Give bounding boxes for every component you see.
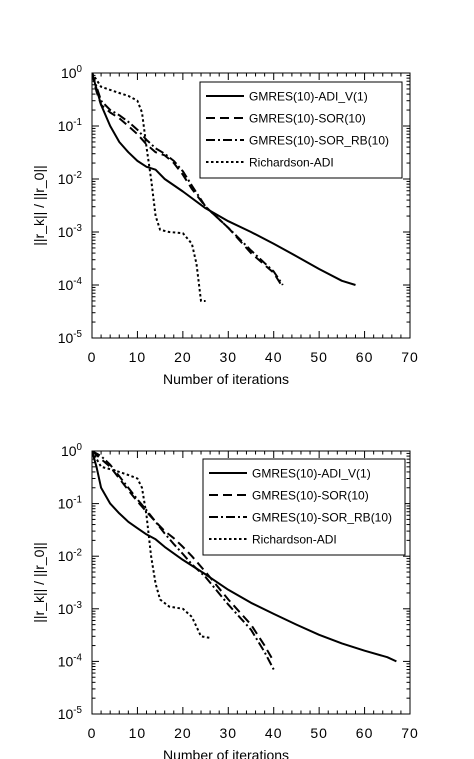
y-axis-label: ||r_k|| / ||r_0||: [31, 165, 47, 245]
legend-box: [202, 458, 406, 556]
y-tick-label: 10-2: [58, 547, 82, 564]
y-axis-label-text: ||r_k|| / ||r_0||: [31, 542, 47, 622]
legend-box: [199, 81, 403, 179]
series-line-3: [92, 73, 284, 286]
x-tick-label: 10: [129, 725, 147, 741]
x-axis-label: Number of iterations: [163, 371, 289, 387]
x-tick-label: 0: [88, 725, 97, 741]
y-axis-label: ||r_k|| / ||r_0||: [31, 542, 47, 622]
y-tick-label: 10-4: [58, 276, 83, 293]
plot-frame: [91, 450, 411, 715]
legend-label-3: GMRES(10)-SOR_RB(10): [252, 511, 392, 525]
plot-frame: [91, 72, 411, 339]
y-tick-label: 10-1: [58, 117, 82, 134]
legend-label-2: GMRES(10)-SOR(10): [252, 489, 369, 503]
legend-label-2: GMRES(10)-SOR(10): [249, 112, 366, 126]
legend-label-1: GMRES(10)-ADI_V(1): [252, 467, 371, 481]
legend-label-1: GMRES(10)-ADI_V(1): [249, 90, 368, 104]
series-line-2: [92, 451, 275, 662]
y-tick-label: 10-3: [58, 223, 83, 240]
y-tick-label: 10-2: [58, 170, 82, 187]
legend: GMRES(10)-ADI_V(1) GMRES(10)-SOR(10) GMRES…: [199, 81, 403, 179]
y-tick-label: 10-5: [58, 329, 83, 346]
x-tick-label: 70: [401, 725, 419, 741]
x-tick-label: 20: [174, 725, 192, 741]
x-tick-label: 30: [219, 725, 237, 741]
series-line-4: [92, 73, 206, 302]
legend-label-4: Richardson-ADI: [249, 156, 334, 170]
chart-panel-2: 0 10 20 30 40 50 60 70 100 10-1 10-2 10-3 10-4 10-5 Nu…: [31, 442, 419, 759]
x-tick-label: 20: [174, 349, 192, 365]
x-tick-label: 70: [401, 349, 419, 365]
y-axis-label-text: ||r_k|| / ||r_0||: [31, 165, 47, 245]
series-line-4: [92, 451, 211, 639]
y-tick-label: 10-3: [58, 600, 83, 617]
legend: GMRES(10)-ADI_V(1) GMRES(10)-SOR(10) GMRES…: [202, 458, 406, 556]
x-tick-label: 30: [219, 349, 237, 365]
legend-label-3: GMRES(10)-SOR_RB(10): [249, 134, 389, 148]
chart-panel-1: 0 10 20 30 40 50 60 70 100 10-1 10-2 10-3 10-4 10-5 Nu…: [31, 64, 419, 387]
x-tick-label: 50: [310, 349, 328, 365]
x-tick-label: 60: [356, 349, 374, 365]
y-tick-label: 10-4: [58, 653, 83, 670]
x-tick-label: 0: [88, 349, 97, 365]
x-tick-label: 60: [356, 725, 374, 741]
series-line-1: [92, 73, 356, 286]
y-tick-label: 100: [61, 442, 83, 459]
y-tick-label: 10-5: [58, 705, 83, 722]
x-axis-label: Number of iterations: [163, 747, 289, 759]
x-tick-label: 40: [265, 725, 283, 741]
x-tick-label: 40: [265, 349, 283, 365]
series-line-3: [92, 451, 275, 670]
x-tick-label: 10: [129, 349, 147, 365]
legend-label-4: Richardson-ADI: [252, 533, 337, 547]
series-line-1: [92, 451, 397, 663]
y-tick-label: 10-1: [58, 495, 82, 512]
y-tick-label: 100: [61, 64, 83, 81]
x-tick-label: 50: [310, 725, 328, 741]
